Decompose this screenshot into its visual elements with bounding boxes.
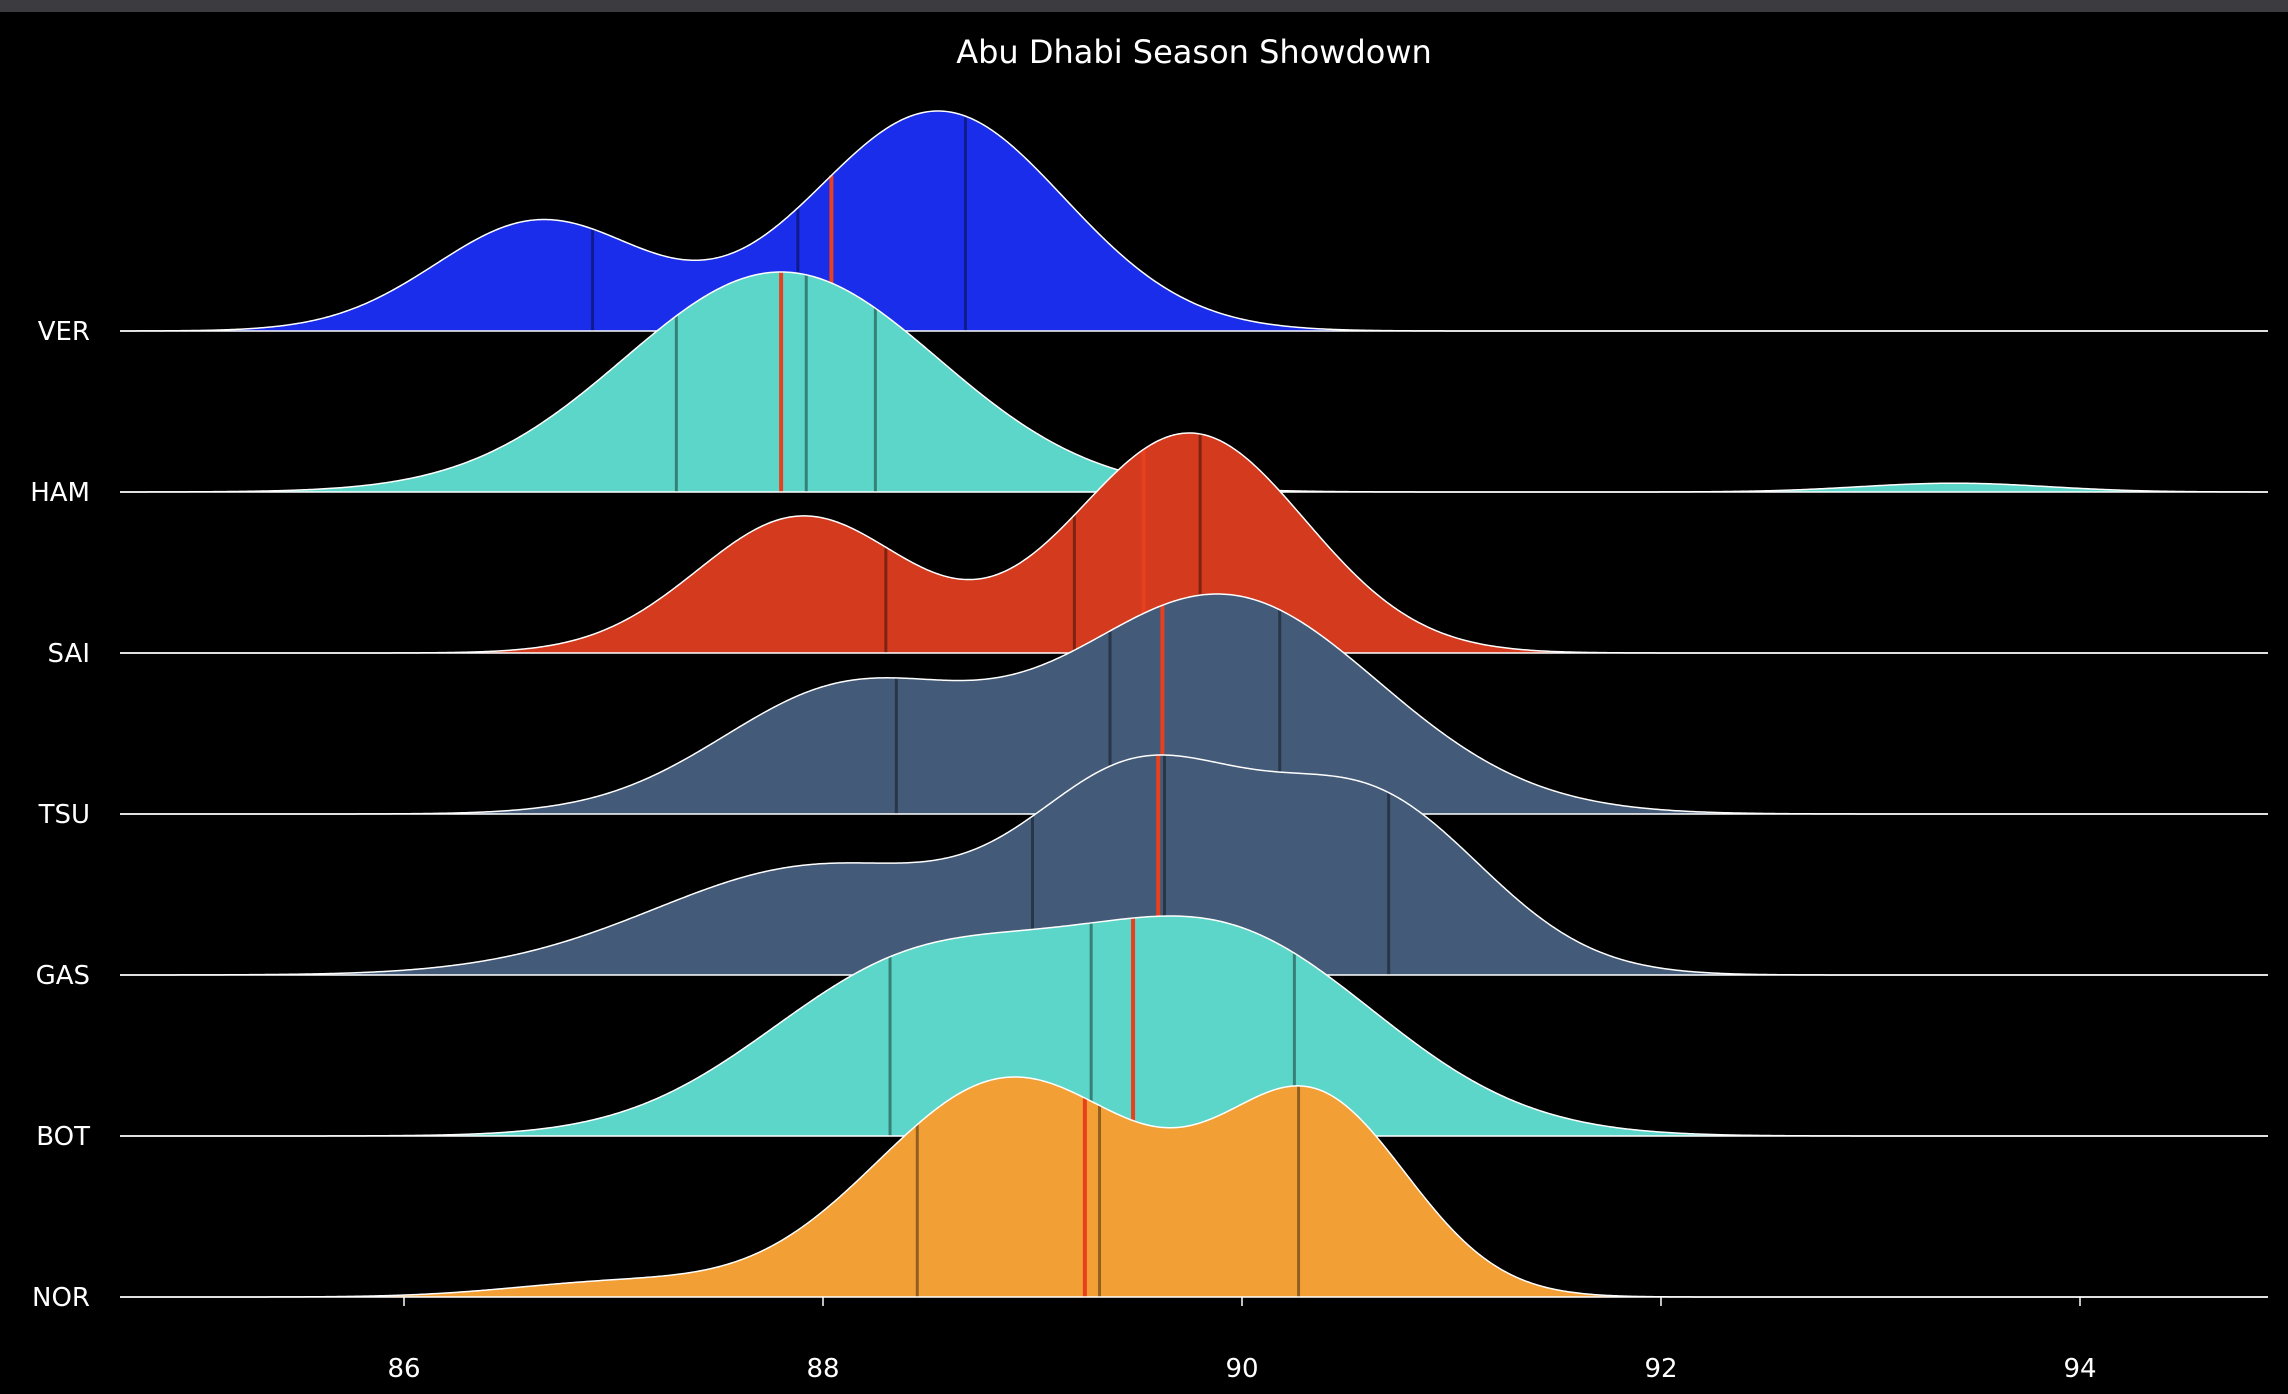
ridges-layer (120, 110, 2269, 1298)
driver-label-nor: NOR (32, 1283, 90, 1313)
ridge-ver (120, 110, 2268, 332)
x-tick-label: 90 (1225, 1354, 1258, 1384)
density-area (120, 1077, 2268, 1297)
x-tick-label: 88 (806, 1354, 839, 1384)
density-area (120, 594, 2268, 814)
x-tick-label: 94 (2063, 1354, 2096, 1384)
density-area (120, 755, 2268, 975)
density-area (120, 272, 2268, 492)
density-area (120, 433, 2268, 653)
ridge-bot (120, 915, 2268, 1137)
chart-title: Abu Dhabi Season Showdown (956, 33, 1432, 71)
driver-label-ver: VER (38, 317, 90, 347)
driver-label-sai: SAI (48, 639, 90, 669)
ridge-nor (120, 1076, 2268, 1298)
driver-label-gas: GAS (36, 961, 90, 991)
x-tick-label: 86 (387, 1354, 420, 1384)
x-tick-label: 92 (1644, 1354, 1677, 1384)
driver-label-bot: BOT (36, 1122, 90, 1152)
window-top-bar (0, 0, 2288, 12)
density-area (120, 111, 2268, 331)
x-axis-ticks: 86 88 90 92 94 (387, 1297, 2097, 1384)
driver-label-tsu: TSU (38, 800, 90, 830)
driver-label-ham: HAM (30, 478, 90, 508)
density-area (120, 916, 2268, 1136)
driver-labels: VER HAM SAI TSU GAS BOT NOR (30, 317, 90, 1313)
